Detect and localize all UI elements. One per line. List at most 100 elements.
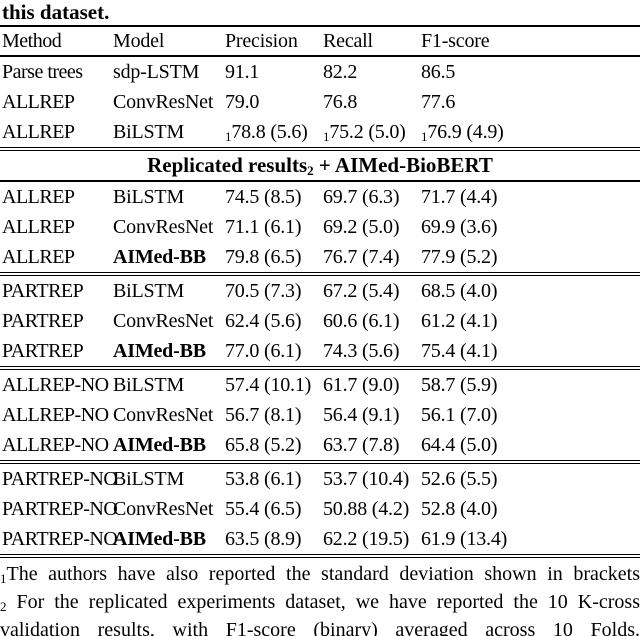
cell-f1-score: 58.7 (5.9)	[421, 374, 640, 397]
cell-f1-score: 77.9 (5.2)	[421, 246, 640, 269]
cell-value: 62.4 (5.6)	[225, 309, 302, 332]
table-row: ALLREP-NO ConvResNet 56.7 (8.1) 56.4 (9.1) 5…	[0, 400, 640, 430]
cell-precision: 77.0 (6.1)	[225, 340, 323, 363]
section-title-text: Replicated results	[147, 153, 308, 177]
table-row: PARTREP-NO ConvResNet 55.4 (6.5) 50.88 (4.2…	[0, 494, 640, 524]
cell-value: 52.8 (4.0)	[421, 497, 498, 520]
cell-method: PARTREP-NO	[2, 467, 118, 490]
footnote-1: 1The authors have also reported the stan…	[0, 560, 640, 588]
table-row: ALLREP ConvResNet 71.1 (6.1) 69.2 (5.0) 69.9…	[0, 212, 640, 242]
cell-model: ConvResNet	[113, 403, 214, 426]
cell-value: 53.7 (10.4)	[323, 467, 410, 490]
cell-method: PARTREP-NO	[2, 497, 118, 520]
cell-method: ALLREP	[2, 215, 75, 238]
cell-precision: 74.5 (8.5)	[225, 186, 323, 209]
cell-recall: 61.7 (9.0)	[323, 374, 421, 397]
table-section-allrep: ALLREP BiLSTM 74.5 (8.5) 69.7 (6.3) 71.7 (4.…	[0, 182, 640, 272]
table-section-partrep: PARTREP BiLSTM 70.5 (7.3) 67.2 (5.4) 68.5 (4…	[0, 276, 640, 366]
cell-model: AIMed-BB	[113, 433, 206, 456]
cell-recall: 53.7 (10.4)	[323, 468, 421, 491]
cell-model: BiLSTM	[113, 120, 185, 143]
cell-value: 74.3 (5.6)	[323, 339, 400, 362]
column-header-model: Model	[113, 29, 165, 52]
cell-value: 76.9 (4.9)	[427, 120, 504, 143]
cell-value: 71.7 (4.4)	[421, 185, 498, 208]
cell-value: 77.6	[421, 90, 456, 113]
cell-recall: 63.7 (7.8)	[323, 434, 421, 457]
cell-precision: 55.4 (6.5)	[225, 498, 323, 521]
cell-value: 56.1 (7.0)	[421, 403, 498, 426]
cell-precision: 63.5 (8.9)	[225, 528, 323, 551]
cell-value: 56.4 (9.1)	[323, 403, 400, 426]
cell-method: ALLREP	[2, 245, 75, 268]
footnote-marker: 1	[0, 571, 7, 586]
cell-value: 76.7 (7.4)	[323, 245, 400, 268]
column-header-f1-score: F1-score	[421, 29, 490, 52]
table-header-row: Method Model Precision Recall F1-score	[0, 27, 640, 57]
cell-method: ALLREP	[2, 185, 75, 208]
table-row: ALLREP-NO BiLSTM 57.4 (10.1) 61.7 (9.0) 58.7…	[0, 370, 640, 400]
table-row: PARTREP ConvResNet 62.4 (5.6) 60.6 (6.1) 61.…	[0, 306, 640, 336]
subscript-marker: 1	[225, 128, 232, 144]
cell-precision: 70.5 (7.3)	[225, 280, 323, 303]
cell-precision: 79.8 (6.5)	[225, 246, 323, 269]
cell-value: 65.8 (5.2)	[225, 433, 302, 456]
section-divider-rule	[0, 272, 640, 276]
cell-f1-score: 69.9 (3.6)	[421, 216, 640, 239]
cell-value: 82.2	[323, 60, 358, 83]
cell-value: 55.4 (6.5)	[225, 497, 302, 520]
cell-value: 62.2 (19.5)	[323, 527, 410, 550]
cell-method: PARTREP-NO	[2, 527, 118, 550]
cell-value: 58.7 (5.9)	[421, 373, 498, 396]
cell-f1-score: 176.9 (4.9)	[421, 121, 640, 144]
cell-value: 56.7 (8.1)	[225, 403, 302, 426]
cell-precision: 57.4 (10.1)	[225, 374, 323, 397]
cell-value: 61.9 (13.4)	[421, 527, 508, 550]
cell-value: 75.2 (5.0)	[329, 120, 406, 143]
table-row: PARTREP BiLSTM 70.5 (7.3) 67.2 (5.4) 68.5 (4…	[0, 276, 640, 306]
cell-precision: 71.1 (6.1)	[225, 216, 323, 239]
cell-recall: 82.2	[323, 61, 421, 84]
cell-recall: 50.88 (4.2)	[323, 498, 421, 521]
cell-value: 53.8 (6.1)	[225, 467, 302, 490]
table-section-partrep-no: PARTREP-NO BiLSTM 53.8 (6.1) 53.7 (10.4) 52.…	[0, 464, 640, 554]
cell-f1-score: 75.4 (4.1)	[421, 340, 640, 363]
section-title-text: + AIMed-BioBERT	[313, 153, 493, 177]
cell-precision: 79.0	[225, 91, 323, 114]
cell-recall: 56.4 (9.1)	[323, 404, 421, 427]
footnote-marker: 2	[0, 599, 7, 614]
cell-f1-score: 52.6 (5.5)	[421, 468, 640, 491]
cell-precision: 62.4 (5.6)	[225, 310, 323, 333]
table-row: PARTREP-NO BiLSTM 53.8 (6.1) 53.7 (10.4) 52.…	[0, 464, 640, 494]
cell-model: AIMed-BB	[113, 245, 206, 268]
table-row: ALLREP BiLSTM 74.5 (8.5) 69.7 (6.3) 71.7 (4.…	[0, 182, 640, 212]
cell-f1-score: 61.2 (4.1)	[421, 310, 640, 333]
cell-value: 63.7 (7.8)	[323, 433, 400, 456]
cell-f1-score: 56.1 (7.0)	[421, 404, 640, 427]
cell-value: 70.5 (7.3)	[225, 279, 302, 302]
cell-model: ConvResNet	[113, 309, 214, 332]
table-caption-tail: this dataset.	[0, 0, 640, 27]
cell-value: 91.1	[225, 60, 260, 83]
cell-model: sdp-LSTM	[113, 60, 200, 83]
cell-value: 50.88 (4.2)	[323, 497, 410, 520]
cell-method: ALLREP-NO	[2, 373, 109, 396]
subscript-marker: 2	[307, 163, 314, 178]
cell-precision: 178.8 (5.6)	[225, 121, 323, 144]
section-divider-rule	[0, 366, 640, 370]
table-section-allrep-no: ALLREP-NO BiLSTM 57.4 (10.1) 61.7 (9.0) 58.7…	[0, 370, 640, 460]
cell-method: ALLREP	[2, 120, 75, 143]
cell-precision: 65.8 (5.2)	[225, 434, 323, 457]
subscript-marker: 1	[323, 128, 330, 144]
cell-value: 74.5 (8.5)	[225, 185, 302, 208]
cell-value: 68.5 (4.0)	[421, 279, 498, 302]
cell-recall: 76.8	[323, 91, 421, 114]
cell-value: 71.1 (6.1)	[225, 215, 302, 238]
table-row: PARTREP-NO AIMed-BB 63.5 (8.9) 62.2 (19.5) 6…	[0, 524, 640, 554]
table-section-original-results: Parse trees sdp-LSTM 91.1 82.2 86.5 ALLREP Con…	[0, 57, 640, 147]
cell-value: 61.2 (4.1)	[421, 309, 498, 332]
cell-model: ConvResNet	[113, 90, 214, 113]
section-divider-rule	[0, 554, 640, 558]
cell-precision: 53.8 (6.1)	[225, 468, 323, 491]
